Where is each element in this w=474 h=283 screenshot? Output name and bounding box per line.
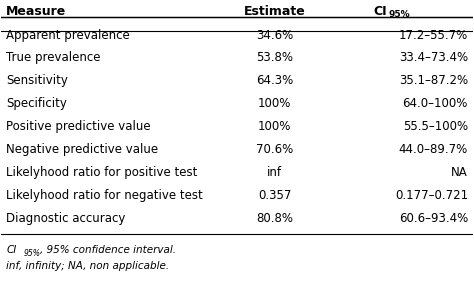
Text: 100%: 100% xyxy=(258,121,292,133)
Text: 80.8%: 80.8% xyxy=(256,212,293,225)
Text: Measure: Measure xyxy=(6,5,66,18)
Text: CI: CI xyxy=(374,5,387,18)
Text: Likelyhood ratio for negative test: Likelyhood ratio for negative test xyxy=(6,189,203,202)
Text: 44.0–89.7%: 44.0–89.7% xyxy=(399,143,468,156)
Text: 0.177–0.721: 0.177–0.721 xyxy=(395,189,468,202)
Text: 64.0–100%: 64.0–100% xyxy=(402,97,468,110)
Text: Apparent prevalence: Apparent prevalence xyxy=(6,29,130,42)
Text: 55.5–100%: 55.5–100% xyxy=(403,121,468,133)
Text: inf: inf xyxy=(267,166,282,179)
Text: inf, infinity; NA, non applicable.: inf, infinity; NA, non applicable. xyxy=(6,261,169,271)
Text: 64.3%: 64.3% xyxy=(256,74,293,87)
Text: Estimate: Estimate xyxy=(244,5,306,18)
Text: NA: NA xyxy=(451,166,468,179)
Text: Diagnostic accuracy: Diagnostic accuracy xyxy=(6,212,126,225)
Text: Sensitivity: Sensitivity xyxy=(6,74,68,87)
Text: 33.4–73.4%: 33.4–73.4% xyxy=(399,52,468,65)
Text: 95%: 95% xyxy=(24,248,41,258)
Text: Negative predictive value: Negative predictive value xyxy=(6,143,158,156)
Text: True prevalence: True prevalence xyxy=(6,52,100,65)
Text: 100%: 100% xyxy=(258,97,292,110)
Text: Positive predictive value: Positive predictive value xyxy=(6,121,151,133)
Text: 70.6%: 70.6% xyxy=(256,143,293,156)
Text: , 95% confidence interval.: , 95% confidence interval. xyxy=(40,245,176,255)
Text: Specificity: Specificity xyxy=(6,97,67,110)
Text: 53.8%: 53.8% xyxy=(256,52,293,65)
Text: 60.6–93.4%: 60.6–93.4% xyxy=(399,212,468,225)
Text: Likelyhood ratio for positive test: Likelyhood ratio for positive test xyxy=(6,166,198,179)
Text: 95%: 95% xyxy=(389,10,410,19)
Text: 0.357: 0.357 xyxy=(258,189,292,202)
Text: 35.1–87.2%: 35.1–87.2% xyxy=(399,74,468,87)
Text: CI: CI xyxy=(6,245,16,255)
Text: 17.2–55.7%: 17.2–55.7% xyxy=(399,29,468,42)
Text: 34.6%: 34.6% xyxy=(256,29,293,42)
